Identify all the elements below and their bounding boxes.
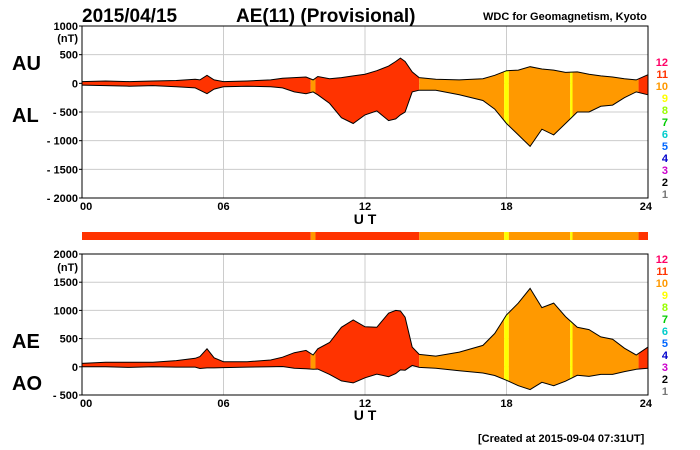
series-line-AU [81,57,649,83]
y-tick-label: 1500 [54,277,78,289]
chart-title: AE(11) (Provisional) [236,6,416,27]
activity-bar-segment-level-10 [310,232,316,240]
x-tick-label: 06 [217,201,229,213]
lower-series-label: AL [12,105,39,127]
source-label: WDC for Geomagnetism, Kyoto [483,11,647,23]
activity-bar-segment-level-10 [419,232,505,240]
created-timestamp: [Created at 2015-09-04 07:31UT] [478,433,645,445]
y-unit-label: (nT) [57,33,78,45]
activity-level-11: 11 [656,69,668,81]
activity-level-4: 4 [662,153,669,165]
y-tick-label: 500 [60,50,78,62]
fill-band-level-9 [570,58,573,147]
activity-bar-segment-level-11 [315,232,420,240]
x-tick-label: 18 [500,201,512,213]
upper-series-label: AE [12,331,40,353]
y-tick-label: 2000 [54,249,78,261]
lower-series-label: AO [12,373,42,395]
activity-level-7: 7 [662,314,668,326]
x-tick-label: 18 [500,398,512,410]
activity-level-2: 2 [662,374,668,386]
activity-bar-segment-level-9 [504,232,509,240]
y-tick-label: - 500 [53,107,78,119]
y-unit-label: (nT) [57,262,78,274]
y-tick-label: 1000 [54,305,78,317]
x-tick-label: 12 [359,201,371,213]
activity-level-8: 8 [662,302,668,314]
activity-level-9: 9 [662,290,668,302]
activity-level-bar [82,232,648,240]
x-tick-label: 24 [640,201,653,213]
y-tick-label: - 1500 [47,164,78,176]
activity-level-1: 1 [662,386,668,398]
activity-bar-segment-level-9 [570,232,573,240]
activity-level-5: 5 [662,141,668,153]
activity-level-12: 12 [656,254,668,266]
date-title: 2015/04/15 [82,6,178,27]
y-tick-label: 1000 [54,21,78,33]
series-line-AE [81,287,649,364]
activity-level-11: 11 [656,266,668,278]
activity-level-8: 8 [662,105,668,117]
activity-bar-segment-level-10 [572,232,639,240]
x-tick-label: 00 [80,398,92,410]
y-tick-label: - 500 [53,390,78,402]
y-tick-label: 0 [72,362,78,374]
activity-level-6: 6 [662,326,668,338]
x-tick-label: 00 [80,201,92,213]
activity-level-10: 10 [656,81,668,93]
y-tick-label: - 2000 [47,193,78,205]
activity-bar-segment-level-11 [638,232,648,240]
y-tick-label: 0 [72,78,78,90]
series-line-AO [82,364,649,391]
ae-ao-panel: 2000 1500 1000 500 0 - 500 (nT) 00 06 12 18 24 U T AE… [12,249,653,423]
x-axis-label: U T [354,407,377,423]
x-tick-label: 06 [217,398,229,410]
y-tick-label: - 1000 [47,136,78,148]
upper-series-label: AU [12,53,41,75]
fill-band-level-9 [504,288,509,390]
plot-frame [81,253,649,396]
activity-level-6: 6 [662,129,668,141]
activity-bar-segment-level-11 [82,232,311,240]
y-tick-label: 500 [60,334,78,346]
activity-level-12: 12 [656,57,668,69]
activity-level-5: 5 [662,338,668,350]
activity-level-2: 2 [662,177,668,189]
activity-level-7: 7 [662,117,668,129]
activity-level-10: 10 [656,278,668,290]
activity-bar-segment-level-10 [508,232,571,240]
activity-level-9: 9 [662,93,668,105]
activity-level-1: 1 [662,189,668,201]
fill-band-level-9 [570,288,573,390]
x-tick-label: 24 [640,398,653,410]
series-line-AL [81,84,649,148]
fill-band-level-9 [504,58,509,147]
au-al-panel: 1000 500 0 - 500 - 1000 - 1500 - 2000 (nT) 00 06 1… [12,21,653,227]
activity-level-3: 3 [662,165,668,177]
x-axis-label: U T [354,211,377,227]
activity-level-4: 4 [662,350,669,362]
x-tick-label: 12 [359,398,371,410]
activity-level-3: 3 [662,362,668,374]
